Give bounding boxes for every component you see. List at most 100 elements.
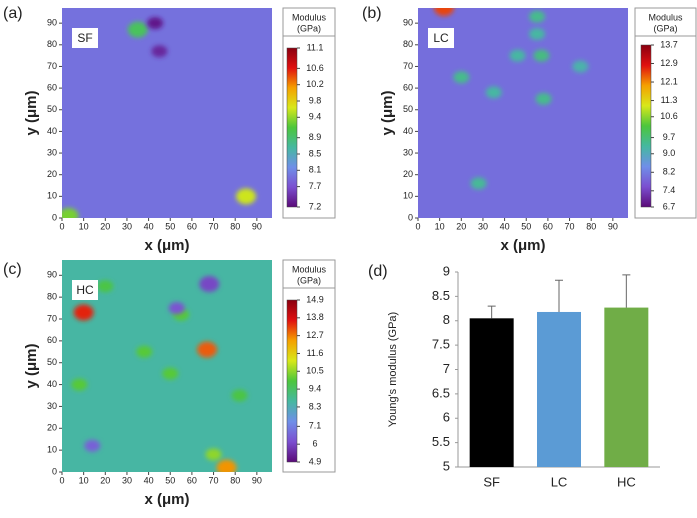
inset-box <box>428 28 454 48</box>
x-tick-label: 30 <box>478 221 488 231</box>
y-tick-label: 50 <box>47 104 57 114</box>
heatmap-spot <box>453 71 470 84</box>
inset-box <box>72 280 98 300</box>
error-bar <box>622 274 631 308</box>
heatmap-spot <box>485 86 502 99</box>
heatmap-spots <box>71 276 248 472</box>
colorbar-tick-label: 11.1 <box>307 42 324 52</box>
x-tick-label: SF <box>483 474 500 489</box>
y-tick-label: 0 <box>408 212 413 222</box>
heatmap-spot <box>147 17 164 30</box>
y-tick-label: 30 <box>47 147 57 157</box>
y-tick-label: 80 <box>47 39 57 49</box>
x-tick-label: 10 <box>79 475 89 485</box>
heatmap-spot <box>470 177 487 190</box>
colorbar-tick-label: 11.6 <box>307 348 324 358</box>
colorbar-tick-label: 13.7 <box>660 39 678 49</box>
heatmap-spot <box>533 49 550 62</box>
colorbar-tick-label: 8.3 <box>309 401 322 411</box>
heatmap-spot <box>162 367 179 380</box>
heatmap-spot <box>197 341 218 358</box>
colorbar-tick-label: 13.8 <box>306 312 324 322</box>
colorbar-tick-label: 6 <box>312 439 317 449</box>
colorbar <box>286 299 298 463</box>
y-tick-label: 90 <box>47 18 57 28</box>
colorbar <box>640 44 652 208</box>
heatmap-spots <box>62 17 257 218</box>
y-tick-label: 10 <box>47 191 57 201</box>
colorbar-tick-label: 6.7 <box>663 201 676 211</box>
heatmap-spot <box>236 188 257 205</box>
x-tick-label: 40 <box>144 475 154 485</box>
x-tick-label: 0 <box>59 221 64 231</box>
colorbar-tick-label: 9.4 <box>309 383 322 393</box>
colorbar-tick-label: 12.9 <box>660 58 678 68</box>
x-tick-label: 90 <box>608 221 618 231</box>
y-tick-label: 7 <box>443 361 450 376</box>
x-tick-label: 50 <box>521 221 531 231</box>
heatmap-spot <box>433 8 454 16</box>
bar <box>469 318 514 467</box>
colorbar-tick-label: 7.4 <box>663 185 676 195</box>
heatmap-spot <box>151 45 168 58</box>
x-tick-label: 20 <box>456 221 466 231</box>
y-tick-label: 30 <box>403 147 413 157</box>
colorbar-title: (GPa) <box>653 23 677 33</box>
heatmap-spot <box>136 345 153 358</box>
y-tick-label: 6.5 <box>432 385 450 400</box>
x-tick-label: 60 <box>543 221 553 231</box>
y-tick-label: 80 <box>47 292 57 302</box>
x-axis-label: x (μm) <box>144 491 189 508</box>
y-tick-label: 20 <box>403 169 413 179</box>
x-tick-label: 50 <box>165 221 175 231</box>
y-tick-label: 6 <box>443 410 450 425</box>
heatmap-spot <box>216 459 237 472</box>
heatmap-spot <box>168 302 185 315</box>
bar <box>604 307 649 467</box>
colorbar-tick-label: 10.6 <box>660 111 678 121</box>
colorbar-tick-label: 12.1 <box>660 76 678 86</box>
y-tick-label: 80 <box>403 39 413 49</box>
y-axis-label: Young's modulus (GPa) <box>387 312 399 427</box>
x-tick-label: 70 <box>209 475 219 485</box>
y-tick-label: 8.5 <box>432 288 450 303</box>
y-tick-label: 0 <box>52 212 57 222</box>
colorbar-tick-label: 7.2 <box>309 201 322 211</box>
x-tick-label: 80 <box>586 221 596 231</box>
y-tick-label: 40 <box>47 126 57 136</box>
x-tick-label: 20 <box>100 475 110 485</box>
colorbar-tick-label: 10.5 <box>306 366 324 376</box>
y-tick-label: 70 <box>47 313 57 323</box>
bar <box>537 311 581 467</box>
y-tick-label: 30 <box>47 401 57 411</box>
colorbar-title: (GPa) <box>297 23 321 33</box>
y-tick-label: 90 <box>403 18 413 28</box>
y-tick-label: 40 <box>403 126 413 136</box>
colorbar-tick-label: 9.4 <box>309 112 322 122</box>
y-tick-label: 50 <box>47 357 57 367</box>
x-tick-label: 10 <box>435 221 445 231</box>
y-tick-label: 20 <box>47 169 57 179</box>
colorbar-tick-label: 8.2 <box>663 167 676 177</box>
panel-label: (a) <box>3 5 23 22</box>
heatmap-spot <box>127 21 148 38</box>
colorbar-tick-label: 9.0 <box>663 148 676 158</box>
heatmap-spot <box>71 378 88 391</box>
inset-box <box>72 28 98 48</box>
panel-label: (c) <box>3 261 22 278</box>
heatmap-spot <box>84 439 101 452</box>
y-axis-label: y (μm) <box>23 343 40 388</box>
y-tick-label: 50 <box>403 104 413 114</box>
colorbar-tick-label: 11.3 <box>661 95 678 105</box>
y-tick-label: 7.5 <box>432 337 450 352</box>
heatmap-spot <box>509 49 526 62</box>
inset-label: LC <box>433 31 449 45</box>
heatmap-spot <box>62 207 79 218</box>
y-tick-label: 60 <box>403 82 413 92</box>
colorbar-tick-label: 9.8 <box>309 95 322 105</box>
y-axis-label: y (μm) <box>379 90 396 135</box>
colorbar-title: Modulus <box>292 264 327 274</box>
x-tick-label: 40 <box>500 221 510 231</box>
error-bar <box>555 279 563 312</box>
